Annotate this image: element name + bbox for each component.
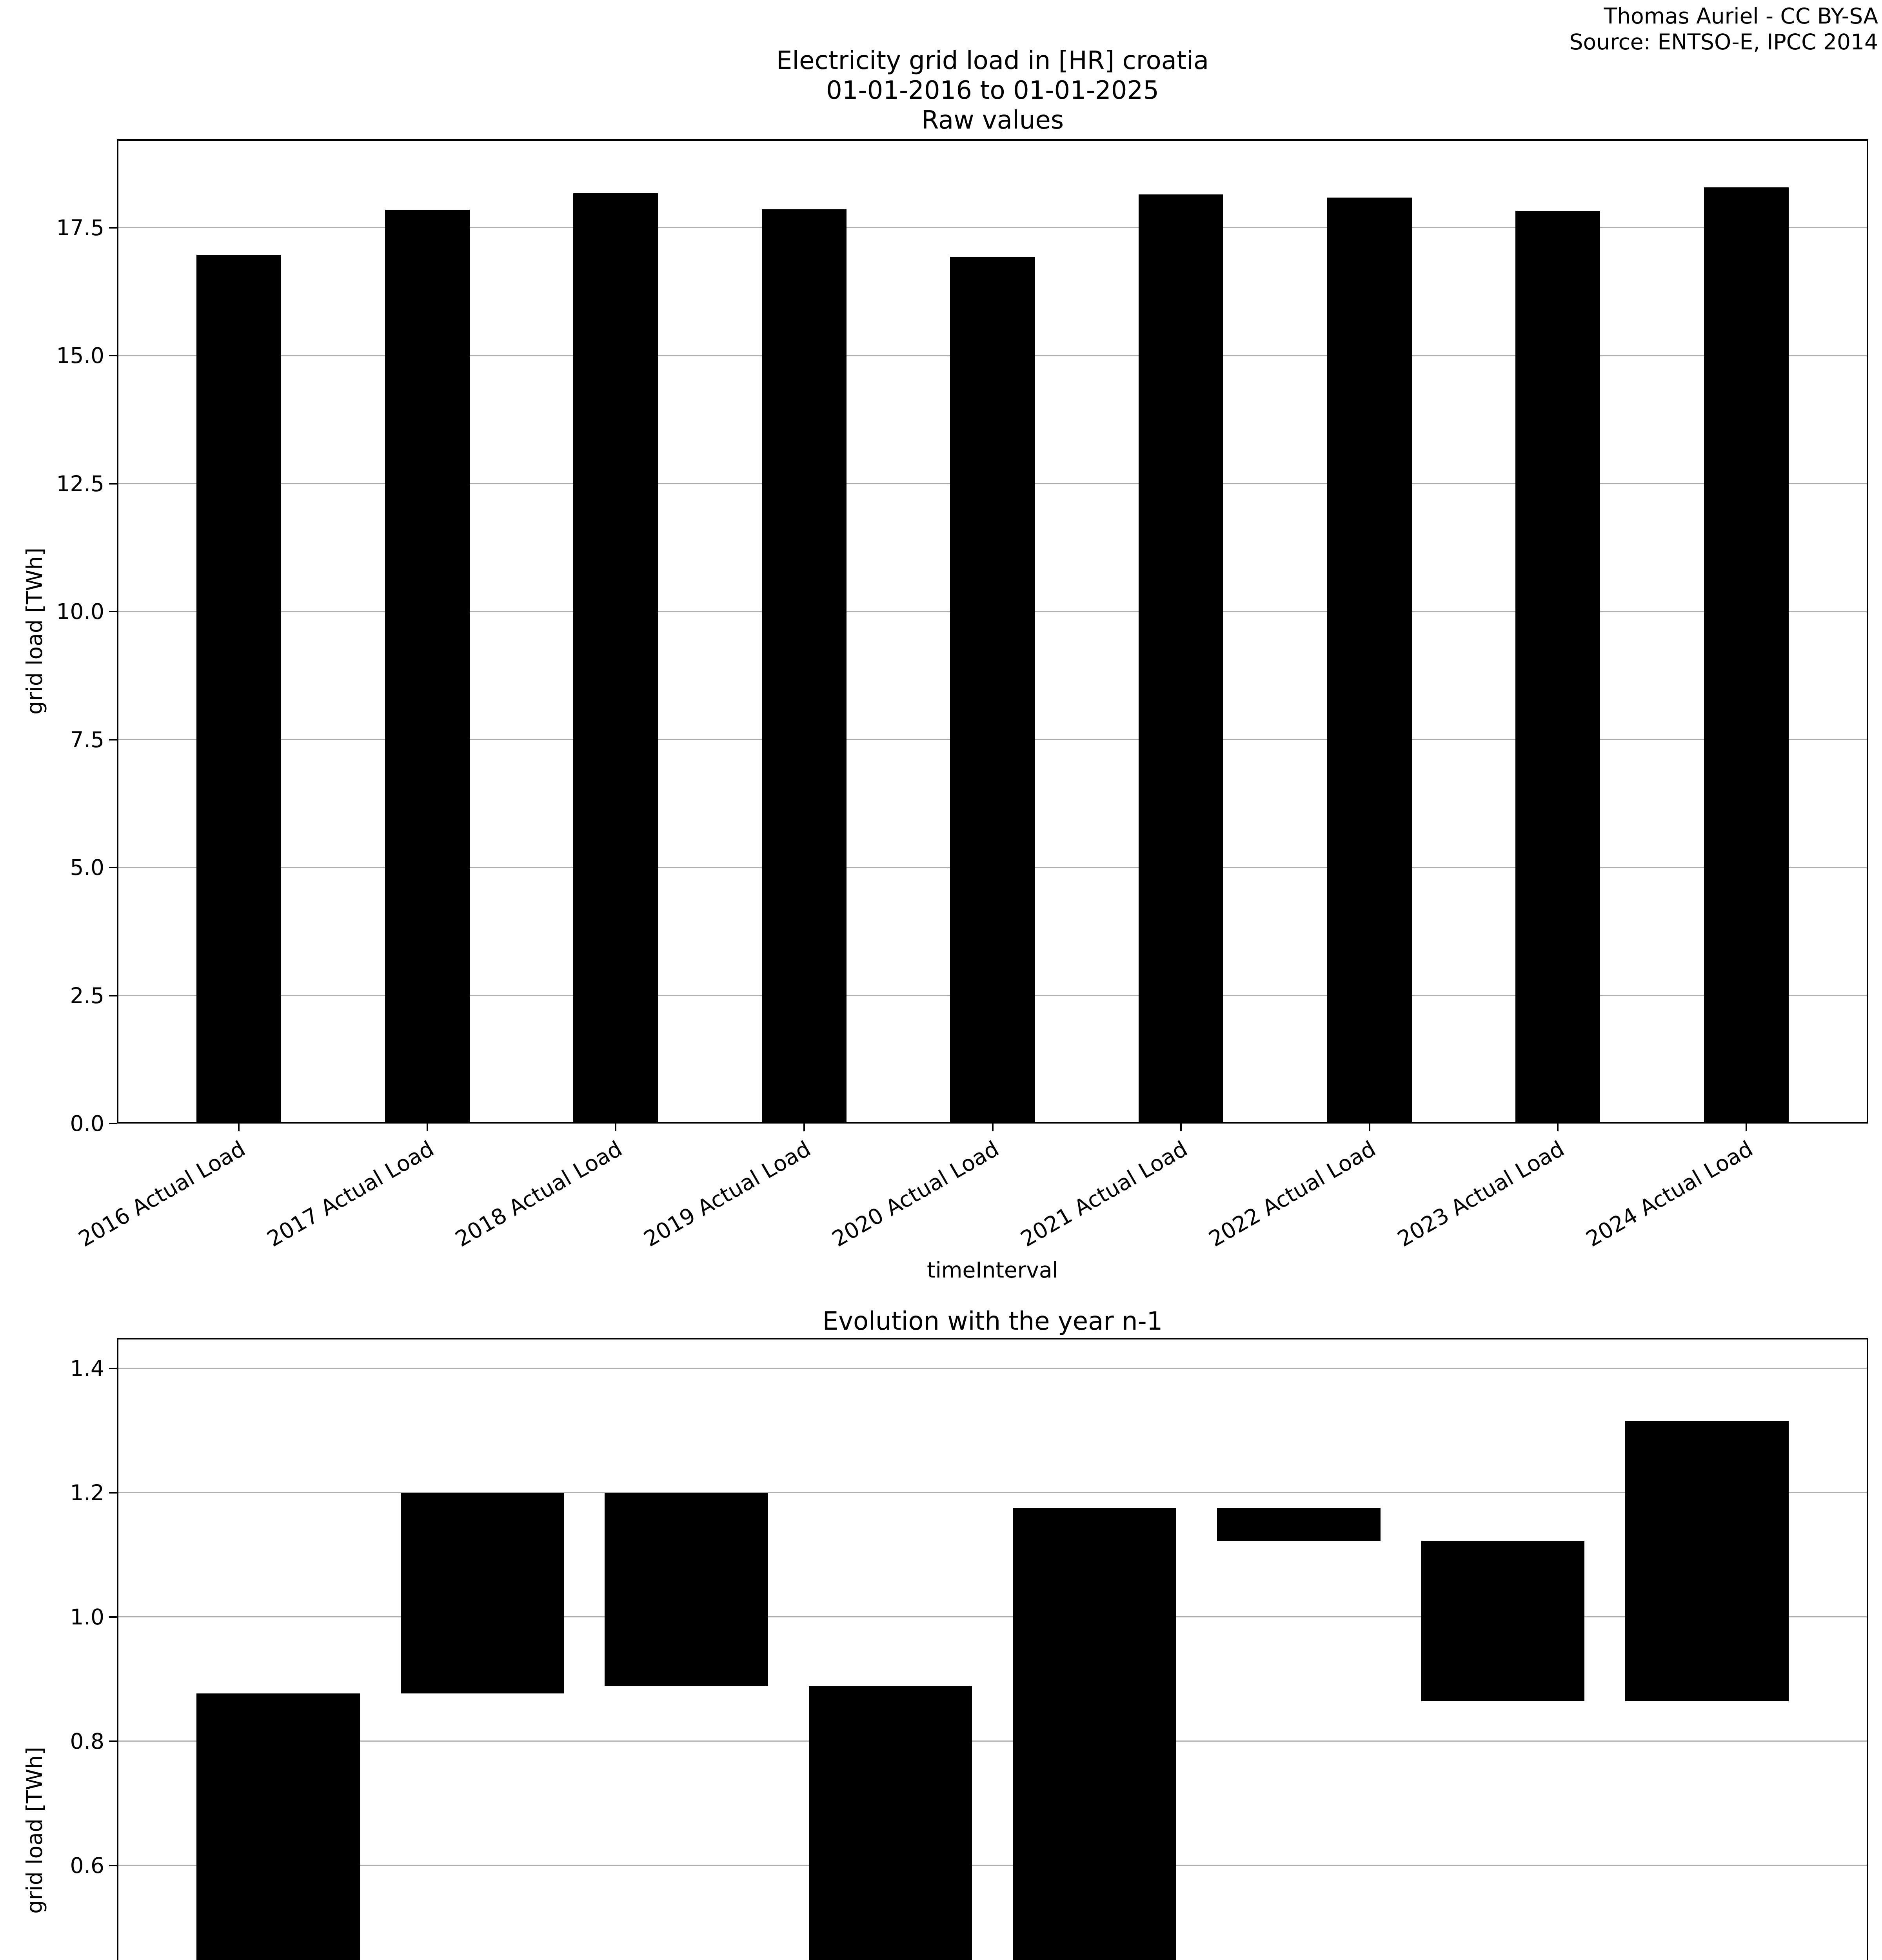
raw-xtick-mark-2023-actual-load [1557, 1123, 1559, 1131]
raw-ytick-label-2.5: 2.5 [70, 983, 104, 1008]
raw-xtick-mark-2019-actual-load [803, 1123, 805, 1131]
bar-2020-actual-load [808, 1686, 972, 1960]
raw-values-y-axis-label: grid load [TWh] [22, 548, 47, 715]
raw-gridline-17.5 [117, 227, 1868, 229]
evolution-gridline-1.0 [117, 1616, 1868, 1618]
chart-title-line-3: Raw values [921, 106, 1064, 135]
raw-ytick-mark-17.5 [109, 227, 117, 229]
bar-2017-actual-load [385, 210, 470, 1123]
raw-ytick-label-17.5: 17.5 [56, 215, 104, 240]
raw-ytick-label-5.0: 5.0 [70, 855, 104, 880]
raw-xtick-mark-2018-actual-load [615, 1123, 617, 1131]
raw-ytick-mark-7.5 [109, 739, 117, 740]
evolution-gridline-0.8 [117, 1740, 1868, 1742]
chart-title-evolution: Evolution with the year n-1 [822, 1307, 1163, 1336]
raw-ytick-label-10.0: 10.0 [56, 599, 104, 624]
bar-2021-actual-load [1138, 194, 1224, 1123]
chart-title-line-1: Electricity grid load in [HR] croatia [776, 46, 1209, 75]
bar-2019-actual-load [761, 209, 847, 1123]
evolution-y-axis-label: grid load [TWh] [22, 1747, 47, 1914]
bar-2024-actual-load [1704, 187, 1789, 1123]
evolution-gridline-1.4 [117, 1368, 1868, 1369]
raw-ytick-mark-5.0 [109, 867, 117, 869]
raw-ytick-label-0.0: 0.0 [70, 1111, 104, 1136]
raw-xtick-mark-2020-actual-load [992, 1123, 994, 1131]
bar-2019-actual-load [605, 1492, 768, 1686]
bar-2020-actual-load [950, 257, 1035, 1123]
raw-xtick-mark-2021-actual-load [1180, 1123, 1182, 1131]
evolution-ytick-mark-1.2 [109, 1492, 117, 1494]
raw-values-plot-area [117, 139, 1868, 1123]
evolution-ytick-label-0.6: 0.6 [70, 1853, 104, 1878]
bar-2017-actual-load [196, 1693, 360, 1960]
raw-values-x-axis-label: timeInterval [927, 1258, 1058, 1283]
raw-xtick-mark-2022-actual-load [1368, 1123, 1370, 1131]
raw-xtick-mark-2016-actual-load [238, 1123, 240, 1131]
attribution-source: Source: ENTSO-E, IPCC 2014 [1569, 29, 1878, 54]
bar-2018-actual-load [573, 193, 658, 1123]
bar-2016-actual-load [196, 255, 282, 1123]
bar-2022-actual-load [1327, 197, 1412, 1123]
raw-ytick-label-7.5: 7.5 [70, 727, 104, 752]
bar-2022-actual-load [1217, 1508, 1381, 1541]
attribution: Thomas Auriel - CC BY-SA Source: ENTSO-E… [1570, 3, 1878, 55]
raw-ytick-mark-0.0 [109, 1123, 117, 1124]
evolution-gridline-1.2 [117, 1492, 1868, 1494]
evolution-ytick-mark-0.6 [109, 1864, 117, 1866]
evolution-ytick-label-1.2: 1.2 [70, 1480, 104, 1505]
attribution-author: Thomas Auriel - CC BY-SA [1604, 4, 1878, 29]
chart-title-raw-values: Electricity grid load in [HR] croatia 01… [117, 46, 1868, 135]
raw-ytick-label-12.5: 12.5 [56, 471, 104, 496]
raw-xtick-mark-2024-actual-load [1745, 1123, 1747, 1131]
raw-xtick-mark-2017-actual-load [426, 1123, 428, 1131]
bar-2023-actual-load [1421, 1541, 1585, 1702]
raw-ytick-mark-2.5 [109, 995, 117, 996]
evolution-ytick-label-1.0: 1.0 [70, 1604, 104, 1630]
evolution-ytick-mark-1.0 [109, 1616, 117, 1618]
bar-2024-actual-load [1625, 1421, 1789, 1702]
raw-ytick-mark-10.0 [109, 611, 117, 613]
evolution-gridline-0.6 [117, 1865, 1868, 1866]
raw-ytick-mark-15.0 [109, 355, 117, 357]
bar-2018-actual-load [400, 1492, 564, 1693]
raw-ytick-label-15.0: 15.0 [56, 343, 104, 368]
evolution-ytick-mark-0.8 [109, 1740, 117, 1742]
evolution-ytick-mark-1.4 [109, 1367, 117, 1369]
evolution-plot-area [117, 1338, 1868, 1960]
evolution-ytick-label-1.4: 1.4 [70, 1356, 104, 1381]
bar-2021-actual-load [1013, 1508, 1177, 1960]
evolution-ytick-label-0.8: 0.8 [70, 1728, 104, 1754]
chart-title-line-2: 01-01-2016 to 01-01-2025 [826, 76, 1159, 105]
raw-ytick-mark-12.5 [109, 483, 117, 485]
bar-2023-actual-load [1515, 211, 1600, 1123]
